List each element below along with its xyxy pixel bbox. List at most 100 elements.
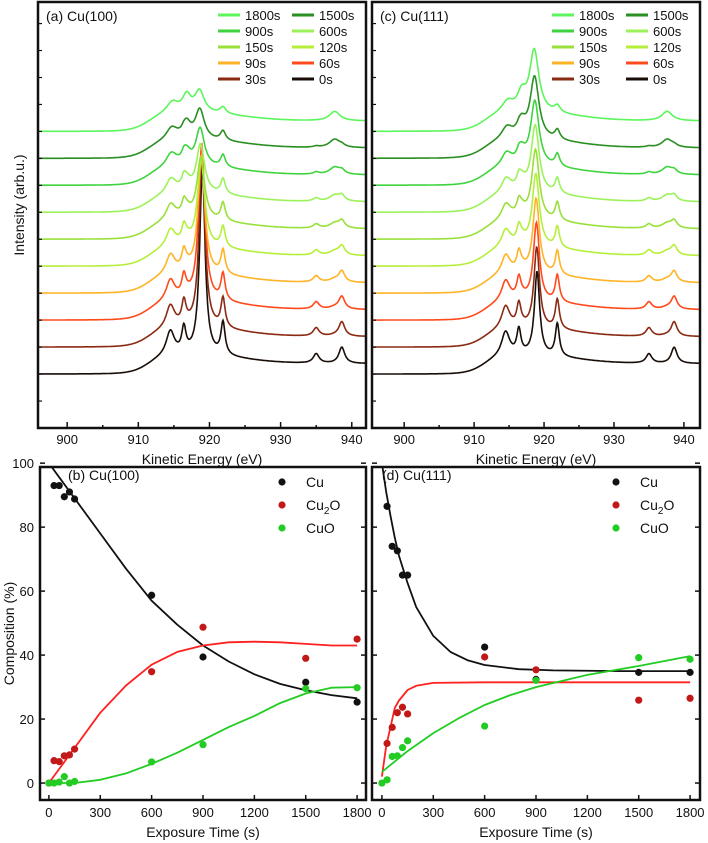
panel-c: 900 910 920 930 940 Kinetic Energy (eV) (c) Cu… xyxy=(370,0,702,467)
legend-label: CuO xyxy=(640,520,669,536)
legend-label: 900s xyxy=(245,24,274,39)
data-point-Cu2O xyxy=(686,694,694,702)
legend-marker-Cu xyxy=(278,478,286,486)
data-point-Cu2O xyxy=(65,751,74,759)
data-point-Cu2O xyxy=(55,758,63,766)
data-point-Cu2O xyxy=(393,709,401,717)
data-point-Cu xyxy=(635,668,643,676)
spectrum-1500s xyxy=(38,107,366,160)
plot-frame xyxy=(36,0,368,430)
spectrum-1800s xyxy=(38,88,366,133)
legend-label: 600s xyxy=(319,24,348,39)
x-tick-label: 920 xyxy=(533,432,555,447)
legend-name: Cu xyxy=(640,474,658,490)
x-tick-label: 900 xyxy=(525,805,547,820)
legend-label: 60s xyxy=(653,56,674,71)
data-point-CuO xyxy=(404,737,412,745)
x-tick-label: 600 xyxy=(474,805,496,820)
x-tick-label: 0 xyxy=(45,805,52,820)
x-tick-label: 930 xyxy=(270,432,292,447)
x-tick-label: 900 xyxy=(393,432,415,447)
data-point-CuO xyxy=(378,779,386,787)
y-tick-label: 0 xyxy=(27,776,34,791)
legend-marker-CuO xyxy=(278,524,286,532)
legend-label: 150s xyxy=(245,40,274,55)
legend-name: Cu xyxy=(306,474,324,490)
data-point-CuO xyxy=(148,758,156,766)
x-tick-label: 0 xyxy=(378,805,385,820)
fit-line-Cu xyxy=(381,467,691,672)
spectrum-90s xyxy=(372,196,700,294)
data-point-Cu xyxy=(55,481,63,490)
legend-label: 1500s xyxy=(653,8,689,23)
legend-label: 120s xyxy=(653,40,682,55)
x-tick-label: 1800 xyxy=(343,805,372,820)
legend-label: 30s xyxy=(245,72,266,87)
legend-label: 60s xyxy=(319,56,340,71)
data-point-Cu xyxy=(45,460,52,467)
y-axis-label: Composition (%) xyxy=(1,582,17,685)
plot-area xyxy=(45,460,361,787)
data-point-CuO xyxy=(60,773,68,781)
legend-label: 30s xyxy=(579,72,600,87)
plot-area xyxy=(378,460,694,787)
spectrum-150s xyxy=(372,147,700,240)
x-tick-label: 300 xyxy=(422,805,444,820)
spectrum-600s xyxy=(372,123,700,213)
data-point-CuO xyxy=(199,741,207,749)
x-tick-label: 910 xyxy=(463,432,485,447)
panel-title: (d) Cu(111) xyxy=(382,467,452,483)
x-tick-label: 1200 xyxy=(240,805,269,820)
x-axis-label: Kinetic Energy (eV) xyxy=(142,451,263,467)
data-point-Cu2O xyxy=(353,635,361,643)
legend-marker-Cu2O xyxy=(612,501,620,509)
legend-subscript: 2 xyxy=(324,506,330,517)
x-tick-label: 900 xyxy=(56,432,78,447)
spectrum-900s xyxy=(372,98,700,186)
x-tick-label: 600 xyxy=(141,805,163,820)
data-point-Cu2O xyxy=(532,666,540,674)
legend-name: Cu xyxy=(640,497,658,513)
legend-tail: O xyxy=(329,497,340,513)
data-point-CuO xyxy=(393,752,401,760)
legend-marker-CuO xyxy=(612,524,620,532)
y-axis-label: Intensity (arb.u.) xyxy=(11,154,27,255)
data-point-Cu xyxy=(383,502,391,510)
x-tick-label: 1200 xyxy=(573,805,602,820)
data-point-CuO xyxy=(635,654,643,662)
legend-label: 150s xyxy=(579,40,608,55)
x-tick-label: 940 xyxy=(341,432,363,447)
y-tick-label: 20 xyxy=(20,712,34,727)
fit-line-CuO xyxy=(48,686,358,784)
legend-marker-Cu2O xyxy=(278,501,286,509)
spectrum-1800s xyxy=(372,47,700,133)
legend-label: CuO xyxy=(306,520,335,536)
data-point-Cu xyxy=(378,460,385,467)
x-axis-label: Exposure Time (s) xyxy=(146,824,260,840)
y-tick-label: 80 xyxy=(20,520,34,535)
data-point-Cu2O xyxy=(302,654,310,662)
spectrum-900s xyxy=(38,126,366,186)
legend-label: Cu2O xyxy=(306,497,340,517)
legend-label: 90s xyxy=(579,56,600,71)
data-point-Cu2O xyxy=(148,668,156,676)
spectrum-90s xyxy=(38,154,366,294)
y-tick-label: 40 xyxy=(20,648,34,663)
x-tick-label: 1800 xyxy=(676,805,705,820)
plot-frame xyxy=(370,465,702,802)
y-tick-label: 60 xyxy=(20,584,34,599)
data-point-Cu xyxy=(148,591,156,599)
legend-label: 600s xyxy=(653,24,682,39)
legend-subscript: 2 xyxy=(658,506,664,517)
x-tick-label: 930 xyxy=(603,432,625,447)
spectrum-60s xyxy=(372,219,700,321)
x-tick-label: 1500 xyxy=(624,805,653,820)
data-point-Cu xyxy=(50,481,58,490)
data-point-Cu xyxy=(60,493,68,501)
panel-title: (a) Cu(100) xyxy=(46,8,118,24)
plot-frame xyxy=(370,0,702,430)
fit-line-CuO xyxy=(381,655,691,773)
legend-label: 90s xyxy=(245,56,266,71)
legend-name: Cu xyxy=(306,497,324,513)
